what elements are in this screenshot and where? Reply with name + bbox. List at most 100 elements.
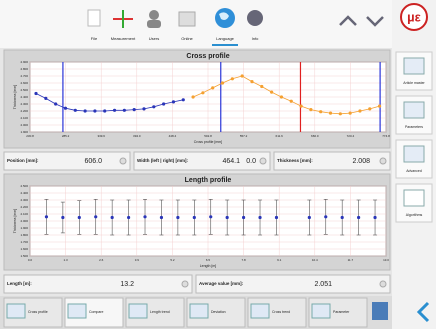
- tab-label[interactable]: Cross profile: [28, 310, 48, 314]
- data-point: [220, 81, 225, 85]
- toolbar-label[interactable]: Info: [252, 36, 259, 41]
- data-point: [110, 215, 114, 220]
- data-point: [324, 215, 328, 219]
- data-point: [152, 105, 156, 109]
- data-point: [132, 108, 136, 112]
- data-point: [309, 108, 313, 112]
- x-tick-label: 448.4: [169, 134, 177, 138]
- field-settings[interactable]: [259, 157, 267, 165]
- y-tick-label: 2.900: [20, 60, 28, 64]
- sidebar-label[interactable]: Algorithms: [406, 213, 423, 217]
- toolbar-label[interactable]: Online: [181, 36, 193, 41]
- sidebar-label[interactable]: Advanced: [406, 169, 422, 173]
- data-point: [319, 110, 323, 114]
- field-label: Position [mm]:: [7, 158, 39, 163]
- x-tick-label: 774.8: [382, 134, 390, 138]
- x-tick-label: 502.8: [204, 134, 212, 138]
- field-box: [3, 151, 131, 171]
- y-tick-label: 2.400: [20, 95, 28, 99]
- toolbar-label[interactable]: Users: [149, 36, 159, 41]
- info-icon: [247, 10, 263, 26]
- data-point: [358, 109, 362, 113]
- y-tick-label: 2.500: [20, 88, 28, 92]
- y-tick-label: 1.800: [20, 233, 28, 237]
- data-point: [44, 96, 48, 100]
- sidebar-label[interactable]: Parameters: [405, 125, 423, 129]
- y-tick-label: 1.500: [20, 254, 28, 258]
- data-point: [274, 215, 279, 220]
- scroll-up[interactable]: [339, 15, 357, 26]
- field-box: [273, 151, 391, 171]
- data-point: [242, 215, 246, 220]
- tab[interactable]: [64, 297, 124, 328]
- y-tick-label: 2.300: [20, 102, 28, 106]
- tab-thumbnail: [250, 303, 270, 319]
- data-point: [181, 98, 185, 102]
- data-point: [258, 215, 262, 220]
- x-tick-label: 10.4: [312, 258, 318, 262]
- data-point: [176, 215, 180, 220]
- field-box: [133, 151, 271, 171]
- sidebar-icon: [403, 101, 425, 119]
- data-point: [289, 99, 293, 103]
- toolbar-label[interactable]: Measurement: [111, 36, 136, 41]
- data-point: [112, 108, 117, 112]
- tab-label[interactable]: Compare: [89, 310, 103, 314]
- toolbar-label[interactable]: Language: [216, 36, 235, 41]
- field-settings[interactable]: [181, 280, 189, 288]
- scroll-down[interactable]: [366, 16, 384, 27]
- field-label: Average value [mm]:: [199, 281, 244, 286]
- data-point: [299, 104, 303, 108]
- y-tick-label: 2.000: [20, 123, 28, 127]
- tab[interactable]: [308, 297, 368, 328]
- field-settings[interactable]: [379, 280, 387, 288]
- data-point: [279, 95, 284, 99]
- tab-label[interactable]: Deviation: [211, 310, 226, 314]
- data-point: [77, 215, 81, 220]
- back-arrow[interactable]: [416, 301, 430, 323]
- field-settings[interactable]: [119, 157, 127, 165]
- toolbar-label[interactable]: File: [91, 36, 98, 41]
- y-tick-label: 1.900: [20, 226, 28, 230]
- sidebar-label[interactable]: Article master: [403, 81, 425, 85]
- x-tick-label: 557.2: [240, 134, 248, 138]
- chart-title: Length profile: [185, 177, 232, 184]
- data-point: [357, 215, 361, 220]
- series-line: [35, 93, 184, 112]
- x-tick-label: 0.0: [28, 258, 33, 262]
- users-icon: [149, 10, 159, 20]
- tab-label[interactable]: Length trend: [150, 310, 170, 314]
- x-tick-label: 7.8: [242, 258, 247, 262]
- data-point: [162, 102, 166, 106]
- data-point: [348, 111, 352, 115]
- y-tick-label: 2.400: [20, 191, 28, 195]
- series-line: [192, 75, 380, 115]
- field-settings[interactable]: [379, 157, 387, 165]
- data-point: [209, 215, 213, 219]
- tab-thumbnail: [128, 303, 148, 319]
- data-point: [192, 215, 196, 220]
- field-box: [3, 274, 193, 294]
- data-point: [159, 215, 164, 220]
- chart-title: Cross profile: [186, 53, 229, 60]
- y-tick-label: 2.100: [20, 212, 28, 216]
- tab-label[interactable]: Parameter: [333, 310, 350, 314]
- data-point: [63, 106, 68, 110]
- x-tick-label: 339.6: [97, 134, 105, 138]
- data-point: [54, 102, 58, 106]
- y-tick-label: 2.700: [20, 74, 28, 78]
- file-icon: [87, 9, 101, 27]
- toolbar: [0, 0, 392, 48]
- data-point: [211, 86, 215, 90]
- data-point: [44, 215, 49, 219]
- field-value: 0.0: [246, 158, 256, 165]
- data-point: [142, 107, 146, 111]
- x-tick-label: 1.3: [64, 258, 69, 262]
- users-icon: [147, 20, 161, 28]
- data-point: [340, 215, 344, 220]
- tab-label[interactable]: Cross trend: [272, 310, 290, 314]
- sidebar-icon: [403, 57, 425, 75]
- data-point: [122, 108, 126, 112]
- data-point: [328, 111, 333, 115]
